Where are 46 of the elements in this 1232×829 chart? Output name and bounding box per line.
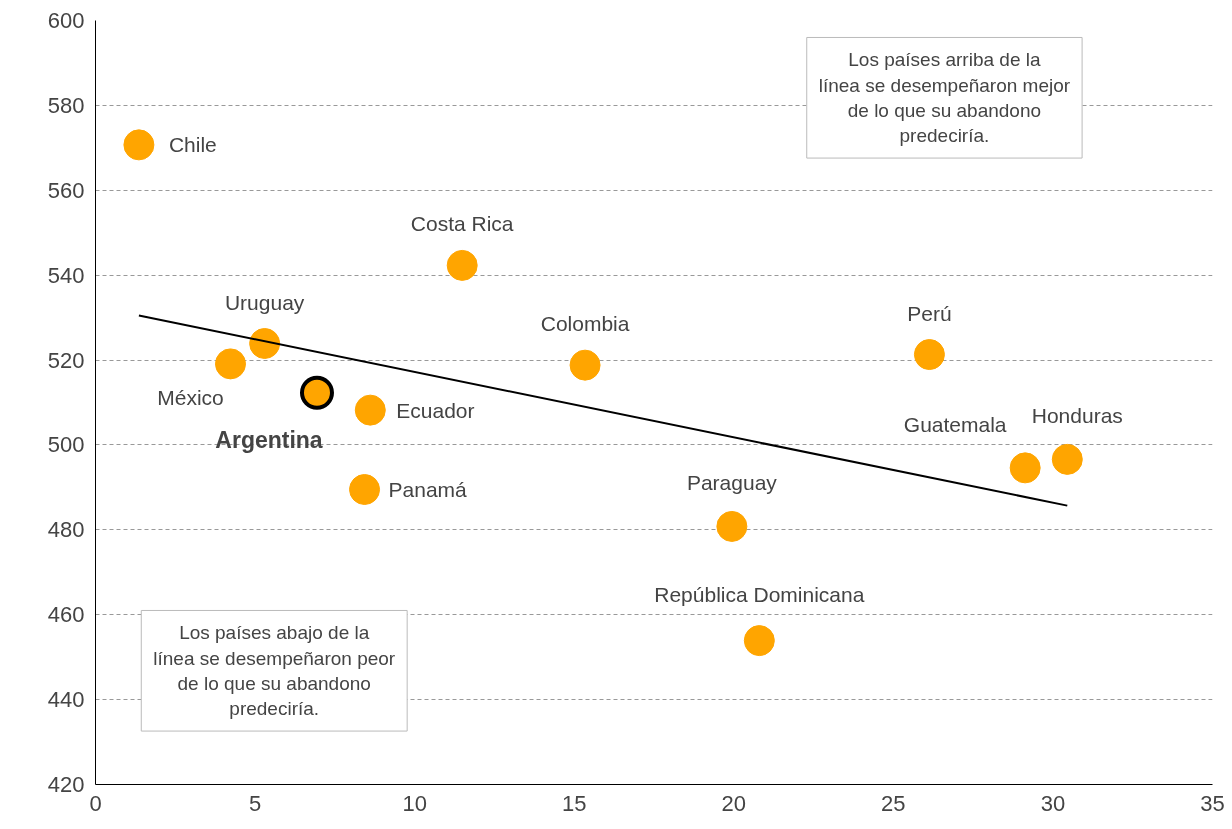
point bbox=[354, 394, 386, 426]
point bbox=[249, 328, 281, 359]
x-tick-label: 10 bbox=[402, 790, 427, 816]
point bbox=[446, 249, 478, 281]
annotation: Perú bbox=[907, 301, 952, 325]
x-tick-label: 20 bbox=[721, 790, 747, 816]
point bbox=[1009, 452, 1041, 484]
point bbox=[743, 625, 775, 657]
point bbox=[569, 349, 601, 381]
annotation: Los países abajo de la línea se desempeñaron peor de lo que su abandono predeciría. bbox=[153, 622, 396, 720]
y-tick-label: 460 bbox=[47, 602, 85, 628]
annotation: Honduras bbox=[1031, 404, 1123, 428]
x-tick-label: 5 bbox=[248, 790, 262, 816]
y-tick-label: 420 bbox=[47, 772, 85, 797]
x-tick-label: 35 bbox=[1200, 790, 1225, 816]
annotation: Panamá bbox=[388, 478, 468, 502]
annotation: Ecuador bbox=[396, 398, 475, 422]
annotation: Uruguay bbox=[224, 290, 305, 314]
annotation: Colombia bbox=[540, 312, 630, 336]
annotation: República Dominicana bbox=[654, 582, 865, 606]
annotation: Los países arriba de la línea se desempeñaron mejor de lo que su abandono predeciría. bbox=[818, 49, 1071, 147]
point bbox=[299, 375, 334, 410]
x-tick-label: 30 bbox=[1040, 790, 1066, 816]
y-tick-label: 540 bbox=[47, 262, 85, 288]
point bbox=[349, 474, 381, 505]
annotation: Paraguay bbox=[686, 471, 778, 495]
point bbox=[1051, 443, 1083, 475]
annotation: México bbox=[157, 385, 224, 409]
y-tick-label: 520 bbox=[47, 347, 85, 373]
point bbox=[123, 129, 155, 161]
y-tick-label: 600 bbox=[47, 8, 85, 33]
y-tick-label: 440 bbox=[47, 687, 85, 713]
y-tick-label: 560 bbox=[47, 177, 85, 203]
y-tick-label: 580 bbox=[47, 92, 85, 118]
annotation: Argentina bbox=[215, 426, 323, 453]
point bbox=[913, 339, 945, 371]
point bbox=[215, 348, 246, 380]
point bbox=[716, 510, 748, 542]
annotation: Chile bbox=[168, 133, 217, 157]
x-tick-label: 15 bbox=[561, 790, 587, 816]
y-tick-label: 480 bbox=[47, 517, 85, 543]
y-tick-label: 500 bbox=[47, 432, 85, 458]
x-tick-label: 25 bbox=[881, 790, 906, 816]
annotation: Guatemala bbox=[903, 412, 1007, 436]
x-tick-label: 0 bbox=[89, 790, 102, 816]
annotation: Costa Rica bbox=[410, 212, 514, 236]
